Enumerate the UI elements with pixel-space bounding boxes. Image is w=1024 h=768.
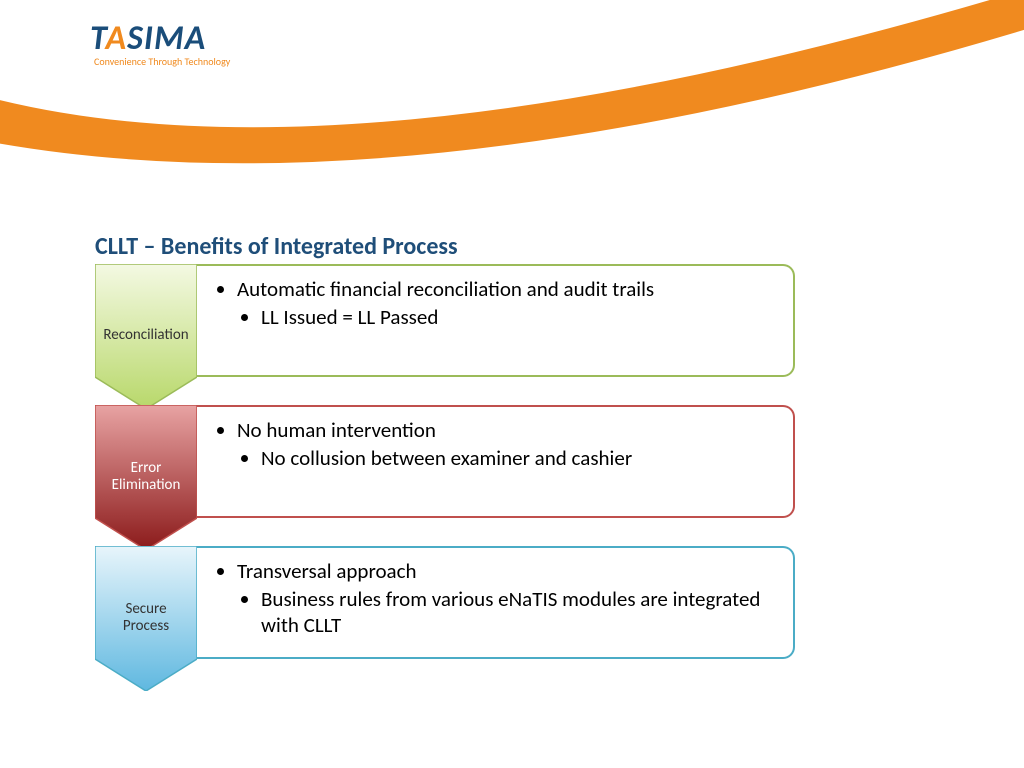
benefit-box: Transversal approach Business rules from… (197, 546, 795, 659)
chevron-label: Reconciliation (95, 327, 197, 344)
slide-title: CLLT – Benefits of Integrated Process (95, 232, 458, 261)
benefit-box: Automatic financial reconciliation and a… (197, 264, 795, 377)
bullet-main: No human intervention (237, 417, 775, 443)
logo-text: TASIMA (90, 18, 230, 59)
logo: TASIMA Convenience Through Technology (90, 18, 230, 68)
benefit-box: No human intervention No collusion betwe… (197, 405, 795, 518)
bullet-sub: No collusion between examiner and cashie… (261, 445, 775, 471)
benefit-row: Reconciliation Automatic financial recon… (95, 264, 815, 399)
benefit-row: SecureProcess Transversal approach Busin… (95, 546, 815, 681)
benefit-row: ErrorElimination No human intervention N… (95, 405, 815, 540)
bullet-sub: Business rules from various eNaTIS modul… (261, 586, 775, 638)
chevron-label: SecureProcess (95, 601, 197, 634)
chevron-label: ErrorElimination (95, 460, 197, 493)
chevron-error-elimination: ErrorElimination (95, 405, 197, 550)
bullet-main: Automatic financial reconciliation and a… (237, 276, 775, 302)
benefit-rows: Reconciliation Automatic financial recon… (95, 264, 815, 687)
chevron-reconciliation: Reconciliation (95, 264, 197, 409)
bullet-main: Transversal approach (237, 558, 775, 584)
logo-tagline: Convenience Through Technology (94, 55, 230, 68)
chevron-secure-process: SecureProcess (95, 546, 197, 691)
bullet-sub: LL Issued = LL Passed (261, 304, 775, 330)
